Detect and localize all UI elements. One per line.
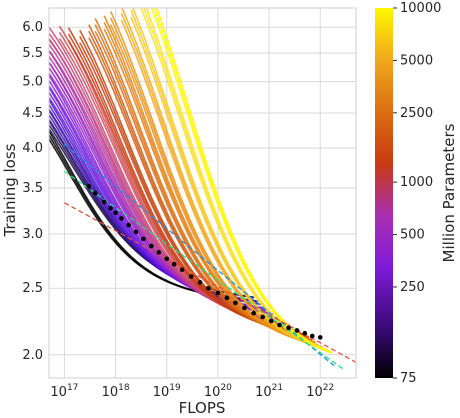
y-axis-label: Training loss <box>1 143 19 237</box>
frontier-point <box>286 325 291 331</box>
colorbar <box>375 8 393 378</box>
frontier-point <box>188 274 194 279</box>
frontier-point <box>171 261 177 267</box>
y-tick-label: 5.0 <box>22 75 43 90</box>
colorbar-label: Million Parameters <box>440 123 458 262</box>
x-tick-label: 1022 <box>306 383 334 400</box>
y-tick-label: 5.5 <box>22 46 43 61</box>
frontier-point <box>197 280 203 285</box>
y-tick-label: 3.5 <box>22 181 43 196</box>
x-tick-label: 1020 <box>204 383 232 400</box>
colorbar-ticks: 10000 5000 2500 1000 500 250 75 <box>393 1 441 386</box>
training-curve <box>156 8 333 354</box>
y-tick-label: 6.0 <box>22 20 43 35</box>
frontier-point <box>164 256 170 262</box>
frontier-point <box>251 310 256 316</box>
x-axis-ticks: 1017 1018 1019 1020 1021 1022 <box>50 383 334 400</box>
colorbar-tick-label: 1000 <box>400 175 433 190</box>
y-tick-label: 4.5 <box>22 106 43 121</box>
frontier-point <box>268 318 274 324</box>
training-curves <box>49 8 333 354</box>
y-tick-label: 4.0 <box>22 141 43 156</box>
frontier-point <box>126 222 131 228</box>
frontier-point <box>260 314 265 320</box>
frontier-point <box>302 330 308 336</box>
frontier-point <box>215 290 221 296</box>
fit-lines <box>63 143 356 371</box>
frontier-point <box>294 328 300 333</box>
fit-line <box>64 170 346 371</box>
fit-line <box>64 202 356 363</box>
fit-line <box>63 143 337 368</box>
x-tick-label: 1019 <box>153 383 181 400</box>
frontier-point <box>233 300 238 306</box>
x-tick-label: 1018 <box>102 383 130 400</box>
frontier-point <box>101 199 107 205</box>
frontier-point <box>224 295 230 301</box>
x-axis-label: FLOPS <box>179 399 226 417</box>
frontier-point <box>149 243 154 249</box>
frontier-point <box>277 322 282 328</box>
colorbar-tick-label: 2500 <box>400 106 433 121</box>
training-curve <box>132 8 327 351</box>
plot-frame <box>48 7 357 379</box>
frontier-points <box>86 183 323 340</box>
frontier-point <box>156 250 162 255</box>
colorbar-tick-label: 75 <box>400 371 417 386</box>
frontier-point <box>206 285 211 291</box>
frontier-point <box>86 183 92 189</box>
frontier-point <box>179 267 185 273</box>
colorbar-tick-label: 250 <box>400 280 425 295</box>
frontier-point <box>108 205 113 211</box>
frontier-point <box>141 236 146 242</box>
y-tick-label: 2.0 <box>22 348 43 363</box>
y-tick-label: 2.5 <box>22 281 43 296</box>
colorbar-tick-label: 5000 <box>400 53 433 68</box>
colorbar-tick-label: 500 <box>400 228 425 243</box>
x-tick-label: 1021 <box>255 383 283 400</box>
frontier-point <box>317 335 323 340</box>
frontier-point <box>113 210 118 216</box>
frontier-point <box>119 216 124 221</box>
y-axis-ticks: 6.0 5.5 5.0 4.5 4.0 3.5 3.0 2.5 2.0 <box>22 20 43 363</box>
y-tick-label: 3.0 <box>22 227 43 242</box>
colorbar-tick-label: 10000 <box>400 1 441 16</box>
frontier-point <box>133 229 139 235</box>
frontier-point <box>242 305 247 311</box>
frontier-point <box>92 190 98 196</box>
x-tick-label: 1017 <box>50 383 78 400</box>
frontier-point <box>310 333 315 339</box>
